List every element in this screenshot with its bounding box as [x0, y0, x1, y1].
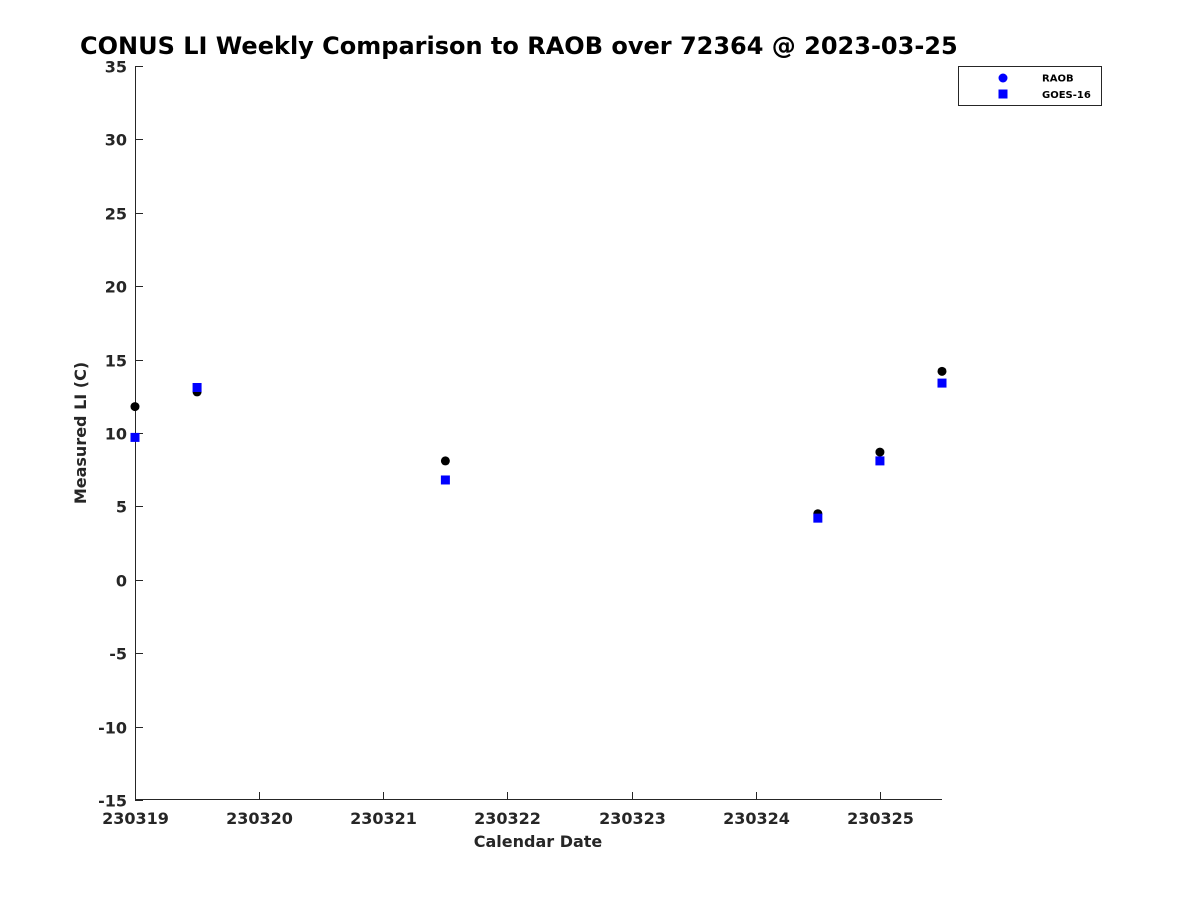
legend-goes-marker	[998, 89, 1008, 99]
x-ticks: 230319 230320 230321 230322 230323 230324 2303…	[102, 792, 914, 828]
data-points	[130, 366, 947, 523]
y-tick-label: 0	[116, 572, 127, 591]
goes-point	[130, 432, 140, 442]
x-axis-label: Calendar Date	[474, 832, 603, 851]
y-tick-label: 10	[105, 425, 127, 444]
legend-raob-label: RAOB	[1042, 74, 1074, 85]
goes-point	[192, 382, 202, 392]
raob-point	[937, 366, 947, 376]
legend-goes-label: GOES-16	[1042, 90, 1091, 101]
x-tick-label: 230323	[599, 809, 666, 828]
x-tick-label: 230322	[474, 809, 541, 828]
y-tick-label: -10	[98, 719, 127, 738]
x-tick-label: 230319	[102, 809, 169, 828]
raob-point	[875, 447, 885, 457]
x-tick-label: 230325	[847, 809, 914, 828]
y-tick-label: -5	[109, 645, 127, 664]
legend-box	[958, 66, 1102, 106]
legend: RAOB GOES-16	[958, 66, 1102, 106]
legend-raob-marker	[998, 73, 1008, 83]
x-tick-label: 230324	[723, 809, 790, 828]
y-tick-label: 35	[105, 58, 127, 77]
x-tick-label: 230320	[226, 809, 293, 828]
y-ticks: -15 -10 -5 0 5 10 15 20 25 30 35	[98, 58, 143, 811]
goes-point	[875, 456, 885, 466]
goes-point	[813, 513, 823, 523]
x-tick-label: 230321	[350, 809, 417, 828]
y-tick-label: -15	[98, 792, 127, 811]
raob-point	[130, 402, 140, 412]
y-tick-label: 25	[105, 205, 127, 224]
y-tick-label: 20	[105, 278, 127, 297]
y-tick-label: 5	[116, 498, 127, 517]
chart-title: CONUS LI Weekly Comparison to RAOB over …	[80, 32, 958, 60]
y-axis-label: Measured LI (C)	[71, 362, 90, 504]
raob-point	[440, 456, 450, 466]
goes-point	[937, 378, 947, 388]
y-tick-label: 30	[105, 131, 127, 150]
goes-point	[440, 475, 450, 485]
y-tick-label: 15	[105, 352, 127, 371]
